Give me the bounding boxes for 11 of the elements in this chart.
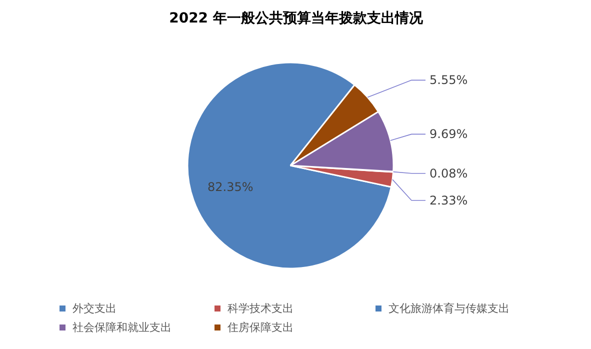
legend-label: 科学技术支出 bbox=[228, 302, 294, 315]
chart-title: 2022 年一般公共预算当年拨款支出情况 bbox=[169, 10, 424, 26]
data-label: 5.55% bbox=[430, 73, 468, 88]
legend-label: 住房保障支出 bbox=[228, 321, 294, 334]
data-label: 82.35% bbox=[208, 180, 254, 194]
legend-label: 外交支出 bbox=[72, 302, 116, 315]
data-label: 0.08% bbox=[430, 166, 468, 180]
legend-label: 文化旅游体育与传媒支出 bbox=[388, 302, 510, 315]
data-label: 2.33% bbox=[430, 193, 468, 208]
legend-label: 社会保障和就业支出 bbox=[72, 321, 172, 334]
data-label: 9.69% bbox=[430, 127, 468, 142]
